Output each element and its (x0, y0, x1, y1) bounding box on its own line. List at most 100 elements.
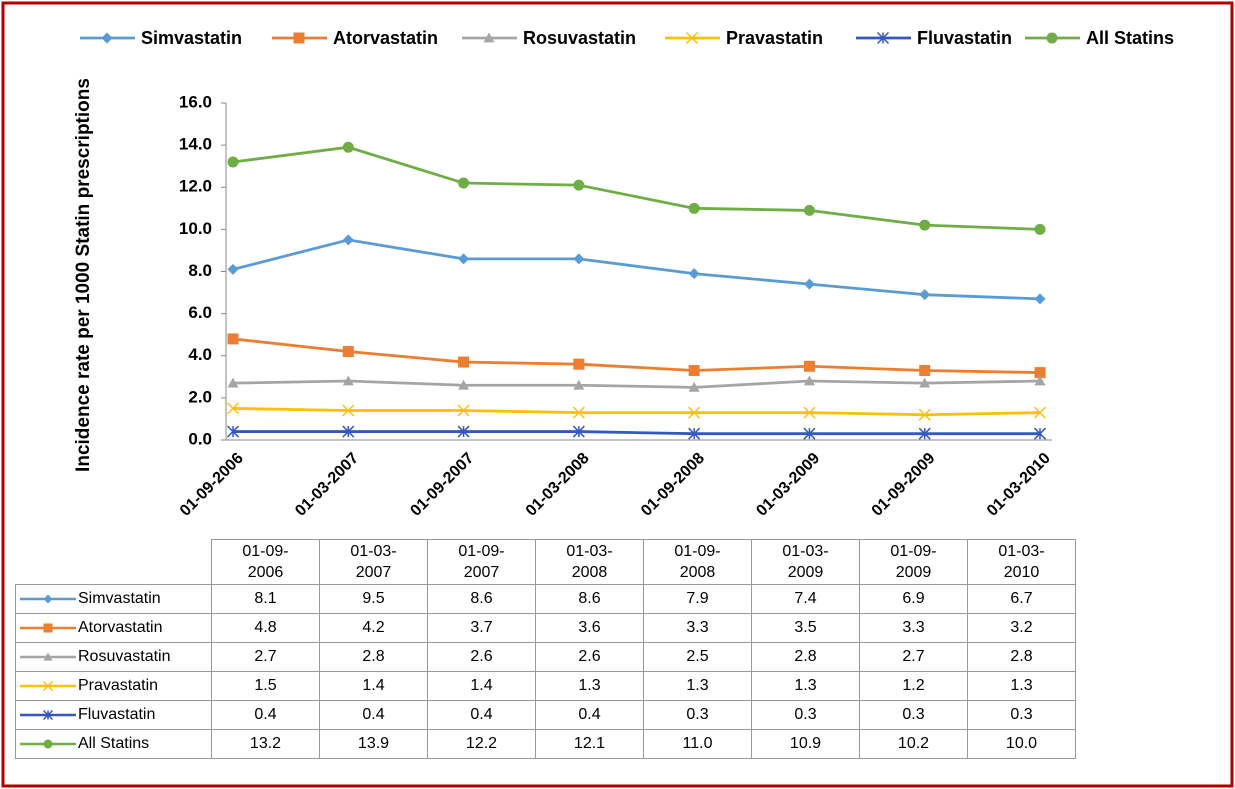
marker (227, 156, 239, 168)
table-cell: 6.9 (859, 584, 968, 614)
marker (1033, 427, 1047, 440)
table-cell: 2.7 (859, 642, 968, 672)
table-header-row: 01-09-2006 01-03-2007 01-09-2007 01-03-2008… (15, 539, 1076, 585)
series-line (232, 379, 1041, 389)
y-tick-label: 12.0 (179, 177, 212, 196)
marker (1034, 293, 1046, 305)
table-cell: 3.6 (535, 613, 644, 643)
header-label: 01-09-2006 (242, 543, 289, 581)
table-cell: 4.8 (211, 613, 320, 643)
table-header: 01-09-2009 (859, 539, 968, 585)
x-tick-label: 01-09-2008 (638, 450, 708, 520)
table-row: Atorvastatin 4.8 4.2 3.7 3.6 3.3 3.5 3.3 3.2 (15, 613, 1076, 643)
marker (573, 253, 585, 265)
marker (803, 204, 815, 216)
y-tick-label: 2.0 (188, 387, 212, 406)
row-label: Simvastatin (15, 584, 212, 614)
marker (226, 402, 240, 415)
table-cell: 1.2 (859, 671, 968, 701)
table-cell: 13.2 (211, 729, 320, 759)
row-legend-key (20, 709, 76, 720)
marker (43, 739, 53, 749)
marker (458, 177, 470, 189)
table-cell: 12.1 (535, 729, 644, 759)
table-row: All Statins 13.2 13.9 12.2 12.1 11.0 10.9 10.2 1… (15, 729, 1076, 759)
table-cell: 0.4 (535, 700, 644, 730)
table-cell: 2.6 (535, 642, 644, 672)
header-label: 01-03-2007 (350, 543, 397, 581)
legend-label: Simvastatin (141, 28, 242, 48)
marker (43, 652, 53, 661)
series-line (233, 430, 1040, 436)
marker (458, 356, 470, 368)
y-tick-label: 14.0 (179, 135, 212, 154)
table-cell: 2.7 (211, 642, 320, 672)
table-cell: 3.3 (643, 613, 752, 643)
marker (227, 333, 239, 345)
table-cell: 2.8 (751, 642, 860, 672)
table-cell: 1.3 (967, 671, 1076, 701)
marker (918, 427, 931, 440)
table-cell: 0.3 (751, 700, 860, 730)
marker (1034, 367, 1046, 379)
legend-label: All Statins (1086, 28, 1174, 48)
legend-label: Rosuvastatin (523, 28, 636, 48)
table-header: 01-03-2008 (535, 539, 644, 585)
table-cell: 1.5 (211, 671, 320, 701)
row-name: Pravastatin (78, 677, 159, 694)
table-cell: 3.2 (967, 613, 1076, 643)
marker (919, 377, 931, 388)
marker (342, 141, 354, 153)
marker (572, 425, 585, 438)
table-cell: 7.9 (643, 584, 752, 614)
marker (573, 358, 585, 370)
marker (42, 709, 54, 720)
table-cell: 0.3 (859, 700, 968, 730)
row-name: All Statins (78, 735, 150, 752)
marker (919, 289, 931, 301)
marker (342, 375, 354, 386)
y-tick-label: 0.0 (188, 429, 212, 448)
table-cell: 1.4 (427, 671, 536, 701)
row-name: Simvastatin (78, 590, 161, 607)
marker (43, 594, 53, 604)
header-label: 01-03-2010 (998, 543, 1045, 581)
table-cell: 7.4 (751, 584, 860, 614)
y-tick-label: 4.0 (188, 345, 212, 364)
table-corner (15, 539, 212, 585)
marker (458, 379, 470, 390)
marker (685, 31, 699, 45)
table-header: 01-03-2009 (751, 539, 860, 585)
x-tick-label: 01-03-2008 (523, 450, 593, 520)
y-tick-label: 6.0 (188, 303, 212, 322)
marker (919, 219, 931, 231)
table-cell: 1.3 (751, 671, 860, 701)
marker (226, 425, 240, 438)
marker (1034, 375, 1046, 386)
marker (1046, 32, 1058, 44)
series-line (232, 145, 1041, 231)
marker (919, 364, 931, 376)
x-tick-label: 01-03-2009 (753, 450, 823, 520)
marker (688, 427, 701, 440)
legend-label: Fluvastatin (917, 28, 1012, 48)
table-cell: 8.6 (427, 584, 536, 614)
marker (43, 623, 53, 633)
row-label: Fluvastatin (15, 700, 212, 730)
marker (342, 404, 355, 417)
row-legend-key (20, 739, 76, 749)
table-cell: 10.9 (751, 729, 860, 759)
marker (803, 427, 816, 440)
row-label: Pravastatin (15, 671, 212, 701)
row-label: Atorvastatin (15, 613, 212, 643)
table-header: 01-09-2007 (427, 539, 536, 585)
header-label: 01-03-2008 (566, 543, 613, 581)
data-table: 01-09-2006 01-03-2007 01-09-2007 01-03-2008… (15, 539, 1076, 759)
y-tick-label: 16.0 (179, 92, 212, 111)
row-label: Rosuvastatin (15, 642, 212, 672)
legend-label: Atorvastatin (333, 28, 438, 48)
table-cell: 6.7 (967, 584, 1076, 614)
series-line (232, 337, 1041, 374)
